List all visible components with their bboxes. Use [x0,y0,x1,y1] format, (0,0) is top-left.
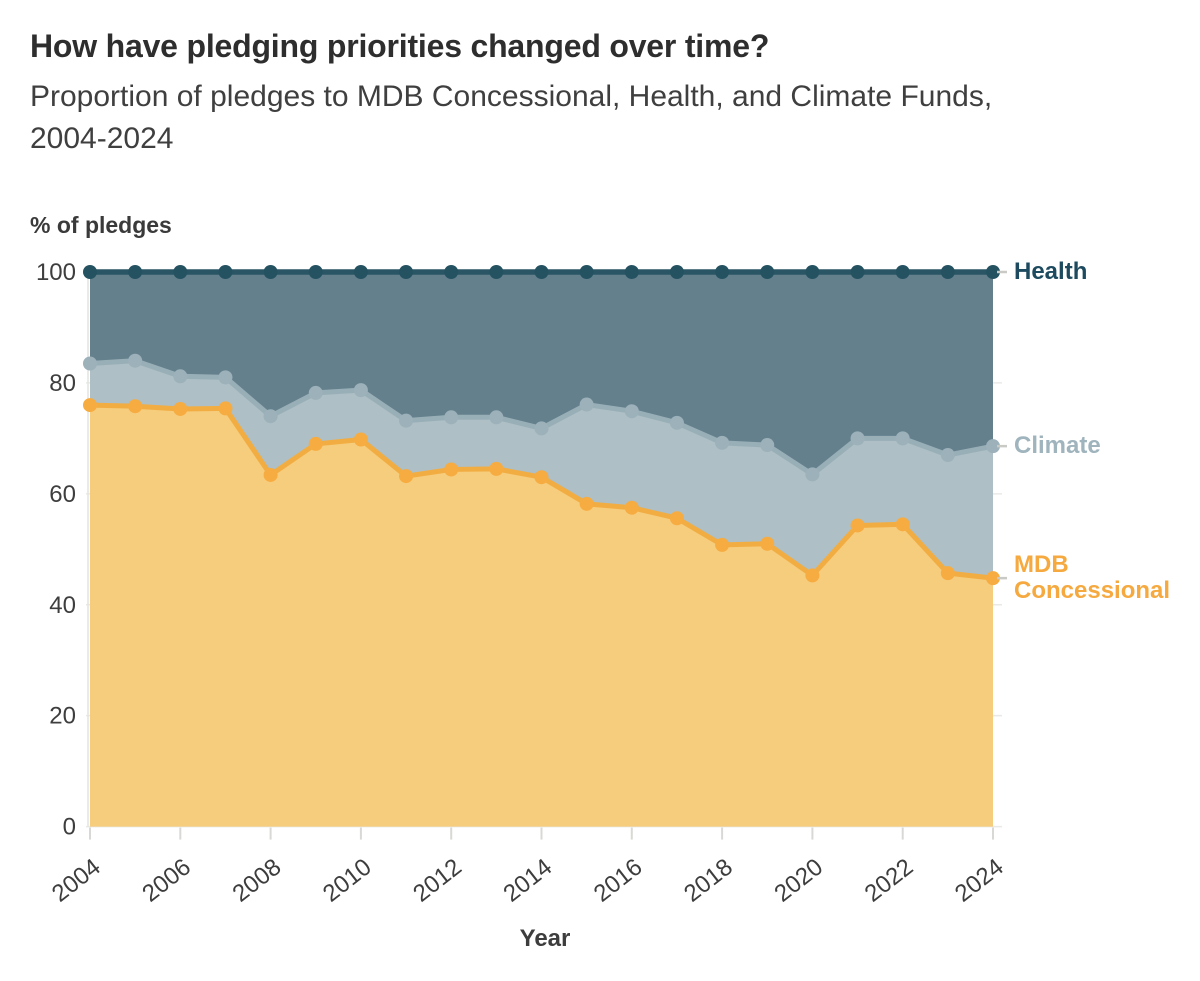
data-point-climate-2020 [805,467,820,482]
data-point-health-2017 [669,265,684,279]
data-point-climate-2017 [669,415,684,430]
data-point-mdb-concessional-2011 [399,469,414,484]
data-point-mdb-concessional-2021 [850,518,865,533]
x-tick-label-2018: 2018 [679,853,738,907]
chart-title: How have pledging priorities changed ove… [30,28,770,64]
data-point-mdb-concessional-2020 [805,568,820,583]
data-point-health-2022 [895,265,910,279]
x-tick-label-2014: 2014 [498,853,557,907]
series-area-mdb-concessional [90,405,993,827]
legend-climate: Climate [1014,432,1101,459]
legend-health: Health [1014,258,1088,285]
data-point-health-2011 [399,265,414,279]
y-tick-label-80: 80 [49,370,76,397]
data-point-mdb-concessional-2007 [218,401,233,416]
y-tick-label-40: 40 [49,592,76,619]
data-point-health-2023 [940,265,955,279]
data-point-health-2013 [489,265,504,279]
data-point-mdb-concessional-2023 [940,566,955,581]
legend-mdb-concessional: MDB Concessional [1014,551,1171,604]
data-point-mdb-concessional-2014 [534,470,549,485]
data-point-climate-2023 [940,448,955,463]
data-point-health-2024 [986,265,1000,279]
x-tick-label-2004: 2004 [47,853,106,907]
data-point-mdb-concessional-2009 [308,436,323,451]
data-point-health-2008 [263,265,278,279]
data-point-climate-2009 [308,385,323,400]
data-point-climate-2008 [263,409,278,424]
data-point-health-2015 [579,265,594,279]
data-point-mdb-concessional-2010 [353,432,368,447]
y-tick-label-20: 20 [49,703,76,730]
data-point-mdb-concessional-2005 [128,399,143,414]
data-point-health-2004 [83,265,97,279]
x-tick-label-2020: 2020 [769,853,828,907]
data-point-health-2020 [805,265,820,279]
data-point-mdb-concessional-2013 [489,461,504,476]
data-point-mdb-concessional-2012 [444,462,459,477]
data-point-mdb-concessional-2019 [760,536,775,551]
data-point-mdb-concessional-2024 [986,571,1000,586]
data-point-health-2021 [850,265,865,279]
x-tick-label-2022: 2022 [860,853,919,907]
data-point-climate-2016 [624,404,639,419]
data-point-climate-2024 [986,439,1000,454]
data-point-health-2010 [353,265,368,279]
x-tick-label-2010: 2010 [318,853,377,907]
data-point-climate-2010 [353,383,368,398]
data-point-climate-2012 [444,410,459,425]
data-point-health-2019 [760,265,775,279]
data-point-mdb-concessional-2004 [83,398,97,413]
data-point-climate-2004 [83,356,97,371]
data-point-health-2018 [715,265,730,279]
data-point-mdb-concessional-2016 [624,500,639,515]
data-point-health-2012 [444,265,459,279]
data-point-climate-2019 [760,438,775,453]
data-point-mdb-concessional-2015 [579,496,594,511]
data-point-climate-2013 [489,410,504,425]
data-point-health-2009 [308,265,323,279]
data-point-health-2007 [218,265,233,279]
data-point-climate-2005 [128,353,143,368]
data-point-mdb-concessional-2008 [263,467,278,482]
data-point-health-2006 [173,265,188,279]
data-point-mdb-concessional-2018 [715,537,730,552]
data-point-health-2014 [534,265,549,279]
data-point-climate-2021 [850,431,865,446]
data-point-climate-2022 [895,431,910,446]
x-tick-label-2016: 2016 [589,853,648,907]
data-point-mdb-concessional-2006 [173,401,188,416]
data-point-mdb-concessional-2022 [895,517,910,532]
y-axis-title: % of pledges [30,212,172,238]
x-axis-title: Year [519,925,571,952]
data-point-climate-2015 [579,397,594,412]
data-point-climate-2007 [218,370,233,385]
x-tick-label-2012: 2012 [408,853,467,907]
data-point-climate-2018 [715,435,730,450]
y-tick-label-100: 100 [36,259,76,286]
x-tick-label-2024: 2024 [950,853,1009,907]
y-tick-label-0: 0 [63,814,76,841]
data-point-mdb-concessional-2017 [669,511,684,526]
chart-subtitle: Proportion of pledges to MDB Concessiona… [30,80,993,155]
data-point-health-2016 [624,265,639,279]
x-tick-label-2006: 2006 [137,853,196,907]
x-tick-label-2008: 2008 [228,853,287,907]
data-point-climate-2014 [534,421,549,436]
series-area-health [90,272,993,475]
series-area-climate [90,360,993,579]
y-tick-label-60: 60 [49,481,76,508]
data-point-climate-2006 [173,369,188,384]
data-point-health-2005 [128,265,143,279]
data-point-climate-2011 [399,413,414,428]
